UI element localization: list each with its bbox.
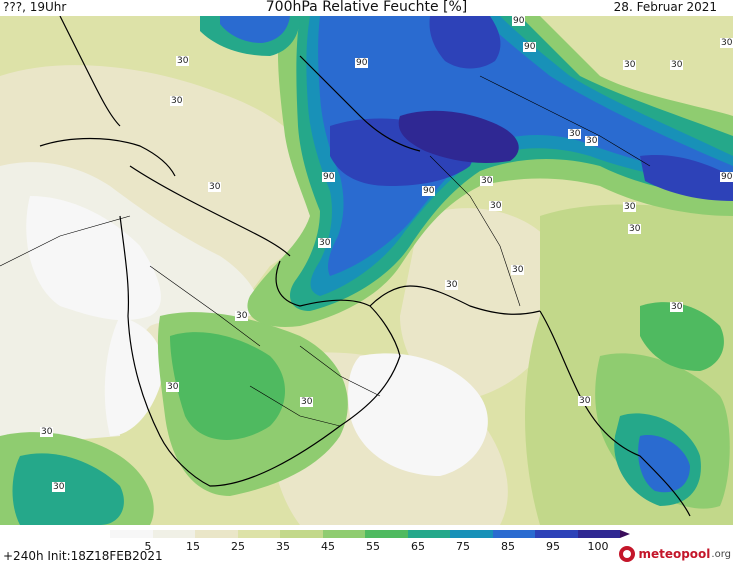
- legend-color-segment: [535, 530, 578, 538]
- legend-tick-label: 85: [501, 540, 515, 553]
- init-time-label: +240h Init:18Z18FEB2021: [3, 549, 163, 563]
- contour-label: 90: [322, 172, 336, 182]
- contour-label: 30: [40, 427, 54, 437]
- legend-tick-label: 45: [321, 540, 335, 553]
- contour-label: 90: [512, 16, 526, 26]
- map-header: ???, 19Uhr 700hPa Relative Feuchte [%] 2…: [0, 0, 733, 16]
- legend-color-segment: [195, 530, 238, 538]
- contour-label: 90: [355, 58, 369, 68]
- valid-date-label: 28. Februar 2021: [613, 0, 717, 14]
- contour-label: 30: [720, 38, 733, 48]
- humidity-map: 30 30 30 30 30 30 30 30 30 30 30 30 30 3…: [0, 16, 733, 525]
- contour-label: 30: [578, 396, 592, 406]
- legend-tick-label: 55: [366, 540, 380, 553]
- contour-label: 30: [170, 96, 184, 106]
- contour-label: 30: [623, 202, 637, 212]
- contour-label: 90: [523, 42, 537, 52]
- legend-color-segment: [492, 530, 535, 538]
- contour-label: 30: [176, 56, 190, 66]
- contour-label: 30: [568, 129, 582, 139]
- legend-tick-label: 65: [411, 540, 425, 553]
- contour-label: 30: [166, 382, 180, 392]
- meteopool-logo-icon: [619, 546, 636, 562]
- legend-tick-label: 25: [231, 540, 245, 553]
- logo-suffix: .org: [711, 548, 731, 560]
- legend-tick-label: 5: [144, 540, 152, 553]
- contour-label: 30: [670, 60, 684, 70]
- meteopool-logo[interactable]: meteopool .org: [619, 544, 731, 564]
- map-title: 700hPa Relative Feuchte [%]: [265, 0, 468, 15]
- contour-label: 30: [300, 397, 314, 407]
- contour-label: 90: [422, 186, 436, 196]
- contour-label: 30: [235, 311, 249, 321]
- legend-arrow: [620, 530, 630, 538]
- legend-tick-label: 35: [276, 540, 290, 553]
- legend-tick-label: 95: [546, 540, 560, 553]
- legend-colorbar: [110, 530, 630, 538]
- valid-time-label: ???, 19Uhr: [3, 0, 67, 14]
- legend-color-segment: [450, 530, 493, 538]
- contour-label: 30: [511, 265, 525, 275]
- legend-color-segment: [407, 530, 450, 538]
- legend-color-segment: [237, 530, 280, 538]
- contour-label: 30: [52, 482, 66, 492]
- logo-text: meteopool: [638, 547, 711, 561]
- contour-label: 30: [208, 182, 222, 192]
- legend-color-segment: [322, 530, 365, 538]
- contour-label: 90: [720, 172, 733, 182]
- legend-tick-label: 75: [456, 540, 470, 553]
- legend-ticks: 5 15 25 35 45 55 65 75 85 95 100: [110, 540, 630, 554]
- legend-color-segment: [110, 530, 153, 538]
- legend-tick-label: 100: [587, 540, 609, 553]
- contour-label: 30: [623, 60, 637, 70]
- contour-label: 30: [489, 201, 503, 211]
- legend-color-segment: [365, 530, 408, 538]
- contour-label: 30: [445, 280, 459, 290]
- legend-color-segment: [280, 530, 323, 538]
- contour-label: 30: [585, 136, 599, 146]
- contour-label: 30: [318, 238, 332, 248]
- legend-color-segment: [577, 530, 620, 538]
- legend-color-segment: [152, 530, 195, 538]
- legend-tick-label: 15: [186, 540, 200, 553]
- contour-label: 30: [480, 176, 494, 186]
- contour-label: 30: [628, 224, 642, 234]
- contour-label: 30: [670, 302, 684, 312]
- humidity-field: [0, 16, 733, 525]
